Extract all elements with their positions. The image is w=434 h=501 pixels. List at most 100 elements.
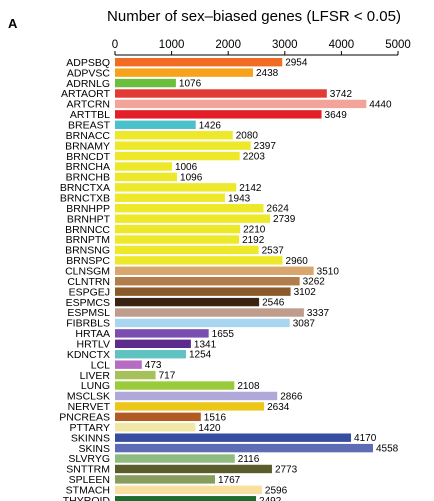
bar [115, 360, 142, 369]
value-label: 2192 [242, 235, 265, 246]
category-label: KDNCTX [67, 349, 110, 361]
value-label: 2397 [254, 141, 277, 152]
value-label: 3262 [303, 277, 326, 288]
bar [115, 183, 237, 192]
bar [115, 370, 156, 380]
category-label: ARTCRN [66, 99, 110, 111]
bar [115, 308, 304, 317]
category-label: NERVET [68, 401, 111, 413]
category-label: BRNPTM [66, 234, 110, 246]
category-label: THYROID [63, 495, 111, 501]
bar [115, 496, 257, 501]
bar [115, 224, 241, 234]
category-label: LUNG [81, 380, 110, 392]
category-label: BRNACC [66, 130, 111, 142]
value-label: 2866 [280, 391, 303, 402]
x-axis-title: Number of sex–biased genes (LFSR < 0.05) [107, 8, 401, 25]
bar [115, 350, 186, 359]
value-label: 3087 [293, 318, 316, 329]
category-label: BRNCHB [66, 172, 110, 184]
category-label: SKINS [78, 443, 110, 455]
bar [115, 475, 216, 484]
x-tick-label: 2000 [215, 39, 241, 51]
category-label: BRNCDT [66, 151, 110, 163]
bar [115, 443, 373, 453]
value-label: 2210 [243, 225, 266, 236]
value-label: 1655 [212, 329, 235, 340]
value-label: 1254 [189, 350, 212, 361]
value-label: 1420 [198, 423, 221, 434]
category-label: CLNTRN [67, 276, 110, 288]
bar [115, 391, 278, 401]
value-label: 2438 [256, 68, 279, 79]
bar [115, 193, 225, 202]
category-label: PTTARY [70, 422, 110, 434]
value-label: 2596 [265, 485, 288, 496]
bar [115, 131, 233, 140]
value-label: 2203 [243, 152, 266, 163]
bar [115, 78, 176, 88]
category-label: ARTAORT [61, 88, 111, 100]
bar [115, 266, 314, 275]
value-label: 2624 [267, 204, 290, 215]
category-label: SKINNS [71, 432, 110, 444]
bar [115, 89, 327, 98]
value-label: 1096 [180, 172, 203, 183]
value-label: 3510 [317, 266, 340, 277]
bar [115, 204, 264, 213]
value-label: 2537 [262, 245, 285, 256]
value-label: 1341 [194, 339, 217, 350]
bar [115, 485, 262, 495]
bar [115, 287, 291, 296]
category-label: BREAST [68, 119, 111, 131]
category-label: BRNCHA [66, 161, 110, 173]
value-label: 2080 [236, 131, 259, 142]
category-label: ESPMCS [66, 297, 110, 309]
category-label: HRTLV [77, 339, 110, 351]
value-label: 2773 [275, 464, 298, 475]
category-label: ARTTBL [70, 109, 110, 121]
category-label: LIVER [80, 370, 111, 382]
value-label: 4440 [369, 99, 392, 110]
category-label: STMACH [66, 485, 110, 497]
value-label: 2954 [285, 58, 308, 69]
bar [115, 172, 178, 182]
category-label: LCL [91, 359, 110, 371]
value-label: 4558 [376, 444, 399, 455]
value-label: 717 [159, 371, 176, 382]
bar [115, 423, 196, 432]
category-label: BRNAMY [65, 140, 110, 152]
bar [115, 454, 235, 463]
category-label: SNTTRM [66, 464, 110, 476]
x-axis: 0 1000 2000 3000 4000 5000 [112, 39, 411, 56]
value-label: 1426 [199, 120, 222, 131]
value-label: 2739 [273, 214, 296, 225]
category-label: BRNCTXB [60, 192, 110, 204]
bar [115, 433, 352, 442]
x-tick-label: 0 [112, 39, 118, 51]
category-label: BRNHPT [67, 213, 111, 225]
value-label: 1006 [175, 162, 198, 173]
value-label: 3649 [325, 110, 348, 121]
value-label: 1767 [218, 475, 241, 486]
bar [115, 110, 322, 119]
value-label: 3337 [307, 308, 330, 319]
bar [115, 68, 253, 77]
bar [115, 329, 209, 338]
value-label: 3742 [330, 89, 353, 100]
category-label: PNCREAS [59, 412, 110, 424]
value-label: 2634 [267, 402, 290, 413]
bar [115, 256, 283, 265]
category-label: BRNSNG [65, 245, 110, 257]
bar [115, 151, 240, 161]
bar [115, 297, 260, 307]
bar [115, 120, 196, 129]
value-label: 2142 [239, 183, 262, 194]
bar [115, 214, 271, 223]
category-label: ADRNLG [66, 78, 110, 90]
category-label: BRNCTXA [60, 182, 110, 194]
x-tick-label: 5000 [385, 39, 411, 51]
bar [115, 381, 235, 390]
bar [115, 99, 367, 109]
